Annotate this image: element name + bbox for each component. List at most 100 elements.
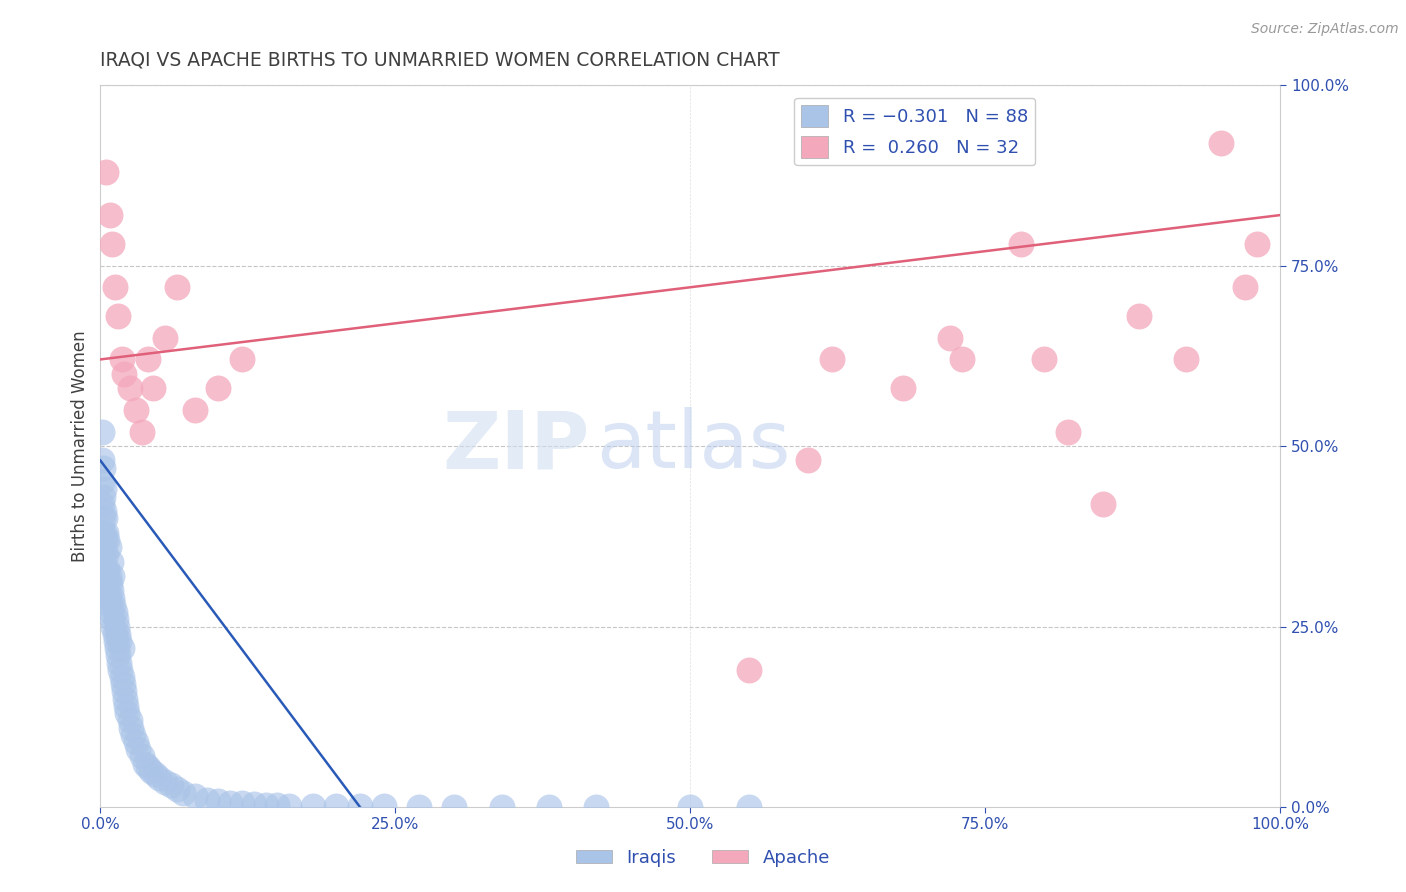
Point xyxy=(94,533,117,547)
Point xyxy=(155,774,177,789)
Point xyxy=(738,800,761,814)
Point xyxy=(91,511,114,525)
Point xyxy=(184,789,207,804)
Point xyxy=(107,309,129,323)
Point xyxy=(118,714,141,728)
Point xyxy=(91,460,114,475)
Point xyxy=(219,796,242,810)
Point xyxy=(110,670,132,684)
Point xyxy=(93,504,115,518)
Point xyxy=(408,800,430,814)
Point xyxy=(939,331,962,345)
Point xyxy=(207,381,229,395)
Point xyxy=(242,797,264,811)
Point xyxy=(349,799,371,814)
Point xyxy=(96,533,118,547)
Text: IRAQI VS APACHE BIRTHS TO UNMARRIED WOMEN CORRELATION CHART: IRAQI VS APACHE BIRTHS TO UNMARRIED WOME… xyxy=(100,51,780,70)
Point xyxy=(110,641,132,656)
Y-axis label: Births to Unmarried Women: Births to Unmarried Women xyxy=(72,330,89,562)
Point xyxy=(93,483,115,497)
Point xyxy=(1211,136,1233,150)
Point xyxy=(142,381,165,395)
Point xyxy=(139,764,162,778)
Point xyxy=(96,525,118,540)
Point xyxy=(98,598,121,612)
Point xyxy=(97,569,120,583)
Point xyxy=(195,793,218,807)
Point xyxy=(100,605,122,619)
Point xyxy=(738,663,761,677)
Point xyxy=(278,798,301,813)
Point xyxy=(1010,236,1032,251)
Point xyxy=(231,352,253,367)
Point xyxy=(131,425,153,439)
Point xyxy=(97,591,120,605)
Point xyxy=(172,786,194,800)
Point xyxy=(537,800,560,814)
Legend: Iraqis, Apache: Iraqis, Apache xyxy=(568,842,838,874)
Point xyxy=(207,794,229,808)
Point xyxy=(98,576,121,591)
Point xyxy=(101,569,124,583)
Point xyxy=(108,634,131,648)
Point xyxy=(105,641,128,656)
Point xyxy=(301,798,323,813)
Point xyxy=(107,648,129,663)
Point xyxy=(96,547,118,561)
Point xyxy=(110,663,132,677)
Point xyxy=(114,691,136,706)
Point xyxy=(91,490,114,504)
Point xyxy=(1246,236,1268,251)
Point xyxy=(91,540,114,554)
Point xyxy=(96,583,118,598)
Point xyxy=(101,591,124,605)
Point xyxy=(100,555,122,569)
Legend: R = −0.301   N = 88, R =  0.260   N = 32: R = −0.301 N = 88, R = 0.260 N = 32 xyxy=(794,98,1035,165)
Point xyxy=(103,626,125,640)
Point xyxy=(1128,309,1150,323)
Point xyxy=(101,612,124,626)
Text: atlas: atlas xyxy=(596,407,790,485)
Point xyxy=(131,749,153,764)
Point xyxy=(1057,425,1080,439)
Point xyxy=(166,280,188,294)
Point xyxy=(797,453,820,467)
Point xyxy=(136,760,159,774)
Point xyxy=(96,569,118,583)
Point xyxy=(254,797,277,812)
Point xyxy=(93,547,115,561)
Point xyxy=(104,634,127,648)
Point xyxy=(136,352,159,367)
Point xyxy=(105,619,128,633)
Point xyxy=(148,771,170,785)
Point xyxy=(96,165,118,179)
Point xyxy=(104,612,127,626)
Point xyxy=(134,756,156,771)
Point xyxy=(125,735,148,749)
Point xyxy=(97,540,120,554)
Point xyxy=(94,562,117,576)
Point xyxy=(103,619,125,633)
Point xyxy=(112,684,135,698)
Point xyxy=(90,453,112,467)
Point xyxy=(103,605,125,619)
Point xyxy=(117,706,139,720)
Point xyxy=(107,626,129,640)
Point xyxy=(821,352,844,367)
Point xyxy=(93,525,115,540)
Point xyxy=(266,797,288,812)
Point xyxy=(100,583,122,598)
Point xyxy=(1092,497,1115,511)
Point xyxy=(160,778,183,792)
Point xyxy=(184,403,207,417)
Point xyxy=(101,236,124,251)
Point xyxy=(103,598,125,612)
Point xyxy=(94,511,117,525)
Point xyxy=(1233,280,1256,294)
Point xyxy=(166,781,188,796)
Point xyxy=(325,799,347,814)
Point xyxy=(125,403,148,417)
Point xyxy=(122,728,145,742)
Point xyxy=(90,425,112,439)
Point xyxy=(443,800,465,814)
